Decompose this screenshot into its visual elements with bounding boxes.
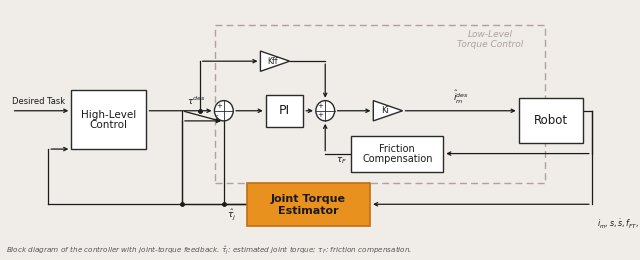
Text: Estimator: Estimator <box>278 206 339 216</box>
Bar <box>266 95 303 127</box>
Text: Compensation: Compensation <box>362 154 433 164</box>
Text: +: + <box>317 112 323 119</box>
Text: $\tau_F$: $\tau_F$ <box>336 156 347 166</box>
Bar <box>216 25 545 183</box>
Text: -: - <box>216 112 218 119</box>
Circle shape <box>214 101 233 121</box>
Circle shape <box>316 101 335 121</box>
Text: High-Level: High-Level <box>81 110 136 120</box>
Text: Low-Level: Low-Level <box>468 30 513 39</box>
Bar <box>351 135 444 172</box>
Text: Ki: Ki <box>381 106 389 115</box>
Text: +: + <box>216 103 222 109</box>
Text: Block diagram of the controller with joint-torque feedback. $\hat{\tau}_j$: esti: Block diagram of the controller with joi… <box>6 244 413 257</box>
Text: Torque Control: Torque Control <box>457 40 524 49</box>
Polygon shape <box>373 101 403 121</box>
Bar <box>247 183 370 226</box>
Text: Control: Control <box>90 120 128 131</box>
Text: Joint Torque: Joint Torque <box>271 194 346 204</box>
Text: +: + <box>317 103 323 109</box>
Bar <box>518 98 584 144</box>
Text: Robot: Robot <box>534 114 568 127</box>
Text: Friction: Friction <box>380 144 415 154</box>
Text: Desired Task: Desired Task <box>12 97 65 106</box>
Text: $i_m, s, \dot{s}, f_{FT}, \alpha_{acc}, \omega_{gyro}$: $i_m, s, \dot{s}, f_{FT}, \alpha_{acc}, … <box>597 217 640 231</box>
Polygon shape <box>260 51 290 71</box>
Bar <box>71 90 147 149</box>
Text: $\tau^{des}$: $\tau^{des}$ <box>187 95 206 107</box>
Text: Kff: Kff <box>267 57 277 66</box>
Text: $\hat{\tau}_j$: $\hat{\tau}_j$ <box>227 208 236 222</box>
Text: $\hat{i}_m^{des}$: $\hat{i}_m^{des}$ <box>452 89 468 106</box>
Text: PI: PI <box>279 104 290 117</box>
